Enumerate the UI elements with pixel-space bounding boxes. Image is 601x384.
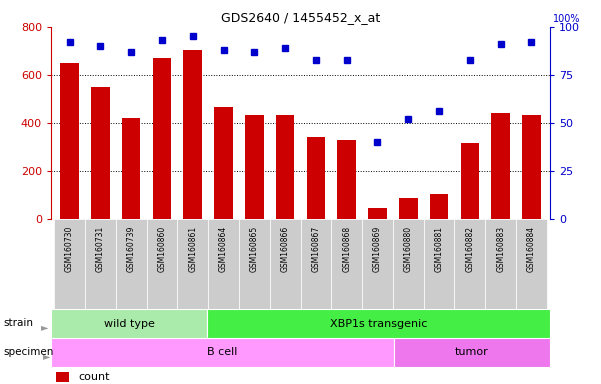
Bar [337, 140, 356, 219]
Bar [91, 88, 109, 219]
Bar [116, 219, 147, 309]
Text: GSM160739: GSM160739 [127, 226, 136, 273]
Text: GSM160868: GSM160868 [342, 226, 351, 272]
Text: GSM160730: GSM160730 [65, 226, 74, 273]
Text: GSM160881: GSM160881 [435, 226, 444, 272]
Text: 100%: 100% [553, 14, 580, 24]
Bar [153, 58, 171, 219]
Text: GSM160880: GSM160880 [404, 226, 413, 272]
Text: wild type: wild type [103, 318, 154, 329]
Bar [276, 115, 294, 219]
Text: XBP1s transgenic: XBP1s transgenic [330, 318, 427, 329]
Bar [208, 219, 239, 309]
Bar [307, 137, 325, 219]
Bar [51, 309, 207, 338]
Bar [215, 107, 233, 219]
Bar [51, 338, 394, 367]
Text: count: count [79, 372, 110, 382]
Bar [331, 219, 362, 309]
Bar [56, 372, 69, 382]
Bar [393, 219, 424, 309]
Bar [368, 208, 386, 219]
Bar [516, 219, 547, 309]
Bar [177, 219, 208, 309]
Text: GSM160884: GSM160884 [527, 226, 536, 272]
Text: GSM160883: GSM160883 [496, 226, 505, 272]
Bar [183, 50, 202, 219]
Bar [394, 338, 550, 367]
Bar [430, 194, 448, 219]
Bar [300, 219, 331, 309]
Bar [362, 219, 393, 309]
Bar [454, 219, 485, 309]
Bar [207, 309, 550, 338]
Bar [270, 219, 300, 309]
Bar [492, 113, 510, 219]
Text: specimen: specimen [3, 347, 53, 357]
Text: tumor: tumor [455, 347, 489, 358]
Text: strain: strain [3, 318, 33, 328]
Text: ►: ► [41, 322, 48, 332]
Bar [424, 219, 454, 309]
Bar [60, 63, 79, 219]
Text: GSM160861: GSM160861 [188, 226, 197, 272]
Text: GSM160867: GSM160867 [311, 226, 320, 272]
Bar [54, 219, 85, 309]
Text: ►: ► [43, 351, 50, 361]
Text: GSM160731: GSM160731 [96, 226, 105, 272]
Text: GDS2640 / 1455452_x_at: GDS2640 / 1455452_x_at [221, 12, 380, 25]
Text: GSM160860: GSM160860 [157, 226, 166, 272]
Bar [399, 198, 418, 219]
Text: GSM160865: GSM160865 [250, 226, 259, 272]
Bar [122, 118, 141, 219]
Text: GSM160864: GSM160864 [219, 226, 228, 272]
Bar [85, 219, 116, 309]
Text: B cell: B cell [207, 347, 238, 358]
Bar [239, 219, 270, 309]
Bar [485, 219, 516, 309]
Text: GSM160869: GSM160869 [373, 226, 382, 272]
Text: GSM160866: GSM160866 [281, 226, 290, 272]
Bar [245, 115, 264, 219]
Bar [522, 115, 541, 219]
Bar [460, 142, 479, 219]
Bar [147, 219, 177, 309]
Text: GSM160882: GSM160882 [465, 226, 474, 272]
